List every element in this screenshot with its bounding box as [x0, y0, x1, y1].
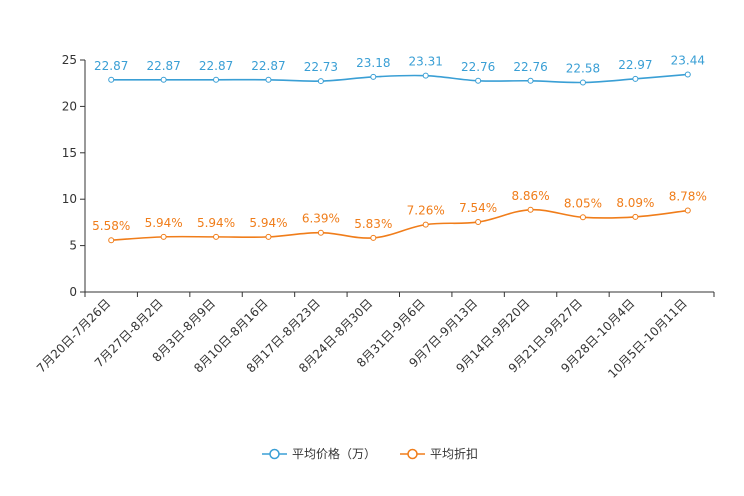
- data-label: 23.31: [409, 55, 443, 69]
- data-point[interactable]: [213, 76, 220, 83]
- data-label: 22.87: [146, 59, 180, 73]
- data-point[interactable]: [370, 73, 377, 80]
- data-point[interactable]: [579, 214, 586, 221]
- data-point[interactable]: [632, 75, 639, 82]
- chart-series: 22.87 22.87 22.87 22.87 22.73 23.18 23.31 22.76…: [92, 53, 707, 244]
- data-label: 5.94%: [197, 216, 235, 230]
- data-label: 5.94%: [249, 216, 287, 230]
- data-label: 8.86%: [511, 189, 549, 203]
- legend-label: 平均价格（万）: [292, 446, 376, 461]
- data-point[interactable]: [317, 229, 324, 236]
- data-label: 5.58%: [92, 219, 130, 233]
- data-label: 22.87: [199, 59, 233, 73]
- y-tick-label: 15: [62, 146, 77, 160]
- y-tick-label: 0: [69, 285, 77, 299]
- data-point[interactable]: [370, 234, 377, 241]
- y-tick-label: 5: [69, 239, 77, 253]
- data-label: 8.09%: [616, 196, 654, 210]
- series-average-price: 22.87 22.87 22.87 22.87 22.73 23.18 23.31 22.76…: [94, 53, 705, 86]
- data-point[interactable]: [108, 237, 115, 244]
- data-label: 6.39%: [302, 212, 340, 226]
- data-label: 22.87: [251, 59, 285, 73]
- data-point[interactable]: [475, 77, 482, 84]
- data-point[interactable]: [684, 71, 691, 78]
- data-label: 22.73: [304, 60, 338, 74]
- data-point[interactable]: [527, 206, 534, 213]
- data-label: 22.97: [618, 58, 652, 72]
- data-point[interactable]: [684, 207, 691, 214]
- legend-circle-marker: [269, 448, 280, 460]
- data-label: 22.76: [513, 60, 547, 74]
- legend-circle-marker: [407, 448, 418, 460]
- data-point[interactable]: [213, 233, 220, 240]
- data-point[interactable]: [475, 219, 482, 226]
- data-point[interactable]: [527, 77, 534, 84]
- data-point[interactable]: [579, 79, 586, 86]
- legend-item-average-discount[interactable]: 平均折扣: [400, 446, 478, 461]
- y-tick-label: 10: [62, 192, 77, 206]
- data-label: 22.58: [566, 61, 600, 75]
- y-tick-label: 25: [62, 53, 77, 67]
- data-point[interactable]: [160, 76, 167, 83]
- chart-legend[interactable]: 平均价格（万） 平均折扣: [262, 446, 478, 461]
- data-label: 7.26%: [407, 204, 445, 218]
- data-label: 22.87: [94, 59, 128, 73]
- data-point[interactable]: [632, 213, 639, 220]
- legend-item-average-price[interactable]: 平均价格（万）: [262, 446, 376, 461]
- data-label: 23.44: [671, 53, 705, 67]
- data-point[interactable]: [108, 76, 115, 83]
- data-point[interactable]: [422, 221, 429, 228]
- series-line: [111, 208, 688, 242]
- data-point[interactable]: [160, 233, 167, 240]
- data-label: 8.78%: [669, 190, 707, 204]
- data-label: 5.94%: [145, 216, 183, 230]
- data-point[interactable]: [265, 76, 272, 83]
- series-line: [111, 73, 688, 84]
- data-point[interactable]: [265, 233, 272, 240]
- data-label: 23.18: [356, 56, 390, 70]
- data-label: 7.54%: [459, 201, 497, 215]
- legend-label: 平均折扣: [430, 446, 478, 461]
- series-average-discount: 5.58% 5.94% 5.94% 5.94% 6.39% 5.83% 7.26% 7.54%…: [92, 189, 707, 244]
- data-label: 5.83%: [354, 217, 392, 231]
- data-point[interactable]: [317, 78, 324, 85]
- data-label: 8.05%: [564, 196, 602, 210]
- data-label: 22.76: [461, 60, 495, 74]
- y-tick-label: 20: [62, 99, 77, 113]
- data-point[interactable]: [422, 72, 429, 79]
